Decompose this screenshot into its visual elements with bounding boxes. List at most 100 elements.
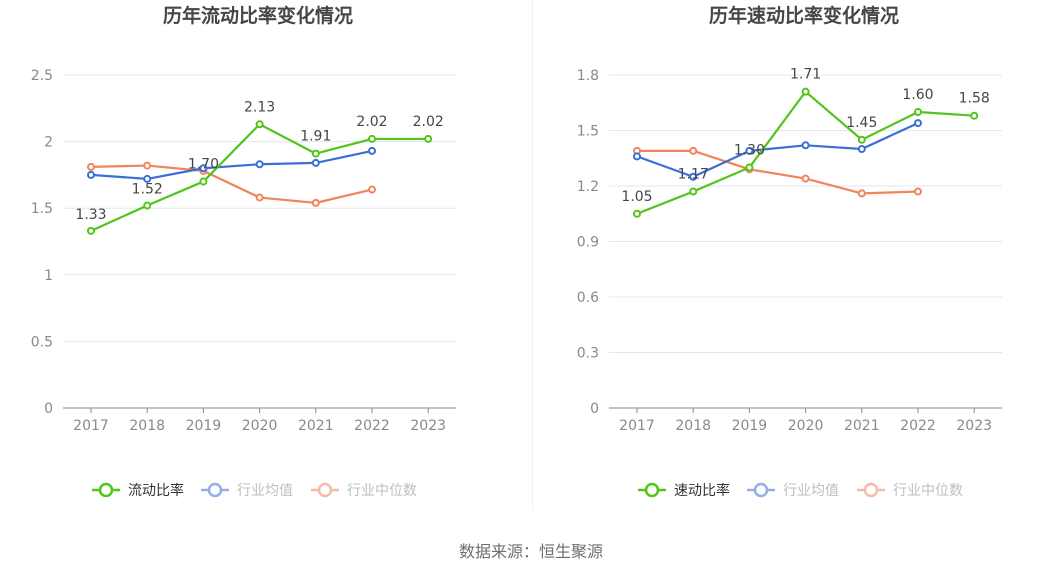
main-series-point	[745, 163, 754, 172]
data-label: 1.58	[959, 91, 990, 107]
panel-divider	[532, 0, 533, 510]
data-source-note: 数据来源：恒生聚源	[458, 542, 603, 561]
y-tick-label: 1.2	[577, 179, 599, 195]
legend-marker-icon	[317, 482, 333, 498]
data-label: 1.05	[621, 189, 652, 205]
industry-mean-series-point	[368, 146, 376, 155]
x-tick-label: 2019	[732, 418, 768, 434]
industry-median-series-point	[368, 185, 376, 194]
main-series-point	[199, 177, 208, 186]
main-series-point	[914, 108, 922, 116]
main-series-point	[857, 135, 866, 144]
industry-mean-series-point	[255, 160, 264, 169]
main-series-point	[801, 87, 810, 96]
y-tick-label: 2.5	[31, 68, 53, 84]
y-tick-label: 1.5	[31, 201, 53, 217]
legend-label: 流动比率	[128, 482, 184, 499]
x-tick-label: 2018	[129, 418, 165, 434]
data-label: 1.33	[75, 207, 106, 223]
x-tick-label: 2020	[788, 418, 824, 434]
main-series-point	[689, 187, 698, 196]
y-tick-label: 2	[44, 135, 53, 151]
x-tick-label: 2017	[619, 418, 655, 434]
industry-median-series-line	[637, 149, 919, 195]
industry-median-series-point	[255, 193, 264, 202]
legend-marker-icon	[98, 482, 114, 498]
legend-label: 行业中位数	[347, 483, 417, 499]
main-series-point	[311, 149, 320, 158]
industry-mean-series-point	[857, 145, 866, 153]
industry-median-series-point	[857, 189, 866, 198]
x-tick-label: 2023	[410, 418, 446, 434]
legend-item: 行业均值	[747, 482, 839, 499]
industry-mean-series-point	[914, 119, 922, 128]
x-tick-label: 2019	[186, 418, 222, 434]
chart-title: 历年速动比率变化情况	[709, 4, 899, 27]
y-tick-label: 0.3	[577, 346, 599, 362]
industry-mean-series-point	[143, 174, 152, 183]
y-tick-label: 1.5	[577, 124, 599, 140]
legend-item: 行业中位数	[857, 482, 963, 499]
data-label: 1.45	[846, 115, 877, 131]
main-series-point	[368, 134, 376, 143]
x-tick-label: 2018	[675, 418, 711, 434]
data-label: 2.02	[356, 114, 387, 130]
data-label: 2.13	[244, 99, 275, 115]
y-tick-label: 0.6	[577, 290, 599, 306]
legend-label: 行业中位数	[893, 483, 963, 499]
y-tick-label: 0.5	[31, 334, 53, 350]
industry-mean-series-point	[633, 152, 641, 161]
data-label: 1.70	[188, 157, 219, 173]
y-tick-label: 0	[590, 401, 599, 417]
main-series-point	[424, 134, 433, 143]
data-label: 1.60	[902, 87, 933, 103]
legend-item: 行业均值	[201, 482, 293, 499]
data-label: 1.71	[790, 67, 821, 83]
main-series-point	[255, 120, 264, 129]
industry-mean-series-line	[90, 149, 373, 180]
industry-mean-series-point	[801, 141, 810, 150]
industry-mean-series-line	[636, 122, 919, 178]
legend-item: 速动比率	[638, 482, 730, 499]
quick-ratio-chart: 历年速动比率变化情况 0 0.3 0.6 0.9 1.2 1.5 1.8 2017 2018 201…	[577, 4, 1002, 499]
industry-median-series-point	[143, 161, 152, 170]
y-tick-label: 0.9	[577, 235, 599, 251]
main-series-point	[143, 201, 152, 210]
current-ratio-chart-panel: 历年流动比率变化情况 0 0.5 1 1.5 2 2.5 2017 2018 2019 2020 20…	[0, 0, 531, 520]
y-tick-label: 0	[44, 401, 53, 417]
chart-title: 历年流动比率变化情况	[163, 4, 353, 27]
legend-label: 速动比率	[674, 482, 730, 499]
industry-mean-series-point	[745, 146, 754, 155]
industry-median-series-point	[689, 146, 698, 155]
y-tick-label: 1.8	[577, 68, 599, 84]
industry-median-series-line	[90, 164, 373, 204]
data-label: 1.52	[132, 182, 163, 198]
industry-median-series-point	[311, 198, 320, 207]
industry-mean-series-point	[689, 172, 698, 181]
data-label: 1.30	[734, 143, 765, 159]
legend-marker-icon	[207, 482, 223, 498]
x-tick-label: 2021	[298, 418, 334, 434]
industry-median-series-point	[87, 162, 95, 171]
x-tick-label: 2021	[844, 418, 880, 434]
x-tick-label: 2023	[956, 418, 992, 434]
x-tick-label: 2022	[354, 418, 390, 434]
data-label: 1.17	[678, 167, 709, 183]
legend-marker-icon	[644, 482, 660, 498]
quick-ratio-chart-panel: 历年速动比率变化情况 0 0.3 0.6 0.9 1.2 1.5 1.8 2017 2018 201…	[531, 0, 1062, 520]
main-series-point	[633, 209, 641, 218]
x-tick-label: 2017	[73, 418, 109, 434]
legend-label: 行业均值	[783, 483, 839, 499]
legend-marker-icon	[753, 482, 769, 498]
industry-mean-series-point	[311, 158, 320, 167]
industry-mean-series-point	[199, 164, 208, 173]
x-tick-label: 2022	[900, 418, 936, 434]
main-series-line	[636, 90, 975, 215]
x-tick-label: 2020	[242, 418, 278, 434]
legend-item: 行业中位数	[311, 482, 417, 499]
industry-mean-series-point	[87, 170, 95, 179]
main-series-point	[970, 111, 979, 120]
data-label: 1.91	[300, 129, 331, 145]
legend-marker-icon	[863, 482, 879, 498]
